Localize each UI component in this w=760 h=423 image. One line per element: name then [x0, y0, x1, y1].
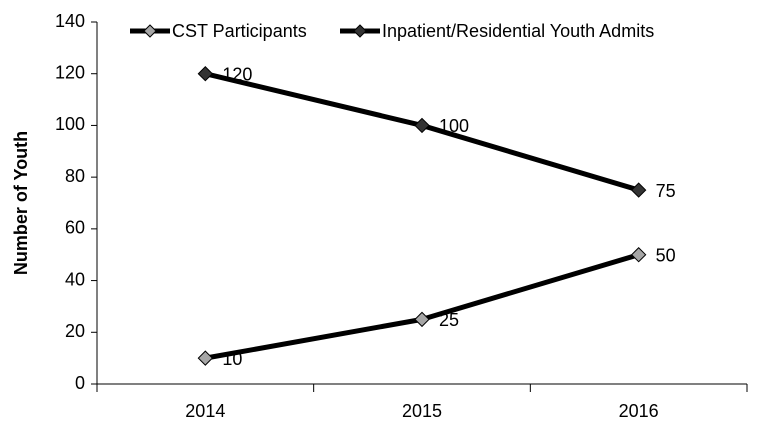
- x-tick-label: 2014: [185, 401, 225, 421]
- legend-label: Inpatient/Residential Youth Admits: [382, 21, 654, 41]
- marker: [414, 117, 430, 134]
- x-tick-label: 2016: [619, 401, 659, 421]
- marker: [630, 247, 647, 263]
- data-label: 10: [222, 349, 242, 369]
- x-tick-label: 2015: [402, 401, 442, 421]
- marker: [630, 182, 647, 198]
- y-tick-label: 0: [75, 373, 85, 393]
- legend-marker: [143, 24, 157, 38]
- marker: [197, 66, 214, 82]
- legend-marker: [353, 24, 367, 38]
- y-tick-label: 80: [65, 166, 85, 186]
- marker: [414, 311, 430, 328]
- y-tick-label: 60: [65, 218, 85, 238]
- marker: [197, 350, 214, 366]
- data-label: 120: [222, 64, 252, 84]
- y-tick-label: 40: [65, 269, 85, 289]
- y-tick-label: 100: [55, 114, 85, 134]
- y-tick-label: 140: [55, 11, 85, 31]
- data-label: 75: [656, 181, 676, 201]
- y-tick-label: 20: [65, 321, 85, 341]
- y-tick-label: 120: [55, 62, 85, 82]
- data-label: 50: [656, 245, 676, 265]
- legend-label: CST Participants: [172, 21, 307, 41]
- data-label: 25: [439, 310, 459, 330]
- series-line: [204, 252, 640, 361]
- data-label: 100: [439, 116, 469, 136]
- y-axis-label: Number of Youth: [11, 131, 31, 275]
